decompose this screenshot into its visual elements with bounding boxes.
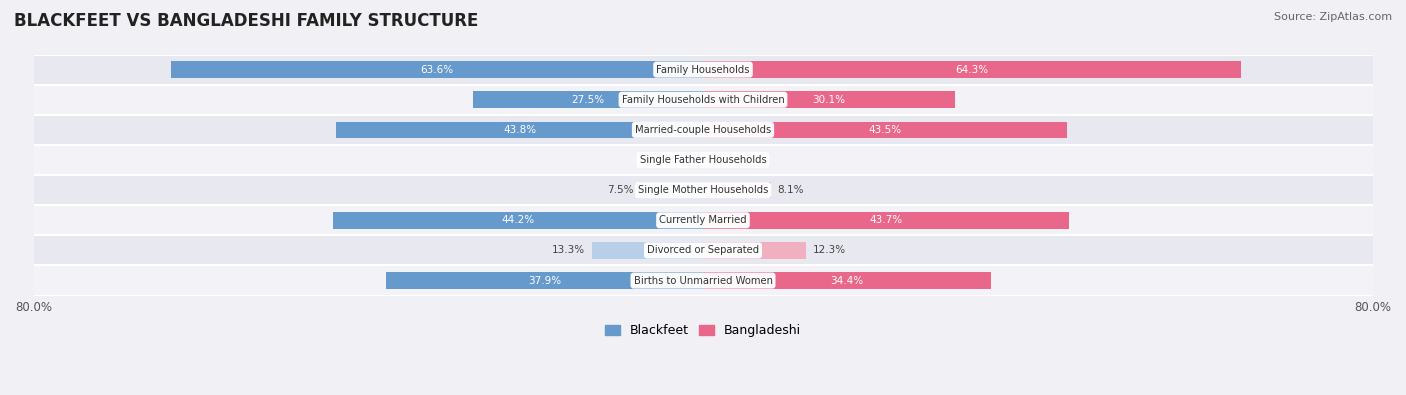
Bar <box>703 152 728 168</box>
Bar <box>703 272 991 289</box>
Bar <box>333 212 703 229</box>
Bar <box>681 152 703 168</box>
Text: Family Households with Children: Family Households with Children <box>621 95 785 105</box>
Text: 3.1%: 3.1% <box>735 155 762 165</box>
Text: Married-couple Households: Married-couple Households <box>636 125 770 135</box>
Text: 63.6%: 63.6% <box>420 64 454 75</box>
Bar <box>34 235 1372 265</box>
Text: 7.5%: 7.5% <box>607 185 634 195</box>
Text: 12.3%: 12.3% <box>813 245 846 256</box>
Text: 8.1%: 8.1% <box>778 185 804 195</box>
Bar <box>703 242 806 259</box>
Text: 64.3%: 64.3% <box>956 64 988 75</box>
Text: 43.7%: 43.7% <box>869 215 903 225</box>
Bar <box>34 85 1372 115</box>
Bar <box>34 145 1372 175</box>
Text: Source: ZipAtlas.com: Source: ZipAtlas.com <box>1274 12 1392 22</box>
Bar <box>336 122 703 138</box>
Bar <box>34 205 1372 235</box>
Text: 27.5%: 27.5% <box>571 95 605 105</box>
Bar <box>703 182 770 198</box>
Text: Family Households: Family Households <box>657 64 749 75</box>
Text: 43.8%: 43.8% <box>503 125 536 135</box>
Bar <box>703 91 955 108</box>
Bar <box>34 175 1372 205</box>
Text: Currently Married: Currently Married <box>659 215 747 225</box>
Bar <box>385 272 703 289</box>
Bar <box>34 265 1372 295</box>
Bar <box>592 242 703 259</box>
Text: 34.4%: 34.4% <box>831 276 863 286</box>
Text: Single Mother Households: Single Mother Households <box>638 185 768 195</box>
Legend: Blackfeet, Bangladeshi: Blackfeet, Bangladeshi <box>600 320 806 342</box>
Bar <box>170 61 703 78</box>
Text: BLACKFEET VS BANGLADESHI FAMILY STRUCTURE: BLACKFEET VS BANGLADESHI FAMILY STRUCTUR… <box>14 12 478 30</box>
Text: 44.2%: 44.2% <box>502 215 534 225</box>
Bar <box>703 61 1241 78</box>
Text: Divorced or Separated: Divorced or Separated <box>647 245 759 256</box>
Text: 13.3%: 13.3% <box>553 245 585 256</box>
Text: 37.9%: 37.9% <box>527 276 561 286</box>
Text: Single Father Households: Single Father Households <box>640 155 766 165</box>
Bar <box>34 55 1372 85</box>
Text: 2.7%: 2.7% <box>647 155 673 165</box>
Text: Births to Unmarried Women: Births to Unmarried Women <box>634 276 772 286</box>
Bar <box>703 212 1069 229</box>
Bar <box>703 122 1067 138</box>
Bar <box>640 182 703 198</box>
Bar <box>472 91 703 108</box>
Text: 43.5%: 43.5% <box>869 125 901 135</box>
Text: 30.1%: 30.1% <box>813 95 845 105</box>
Bar <box>34 115 1372 145</box>
